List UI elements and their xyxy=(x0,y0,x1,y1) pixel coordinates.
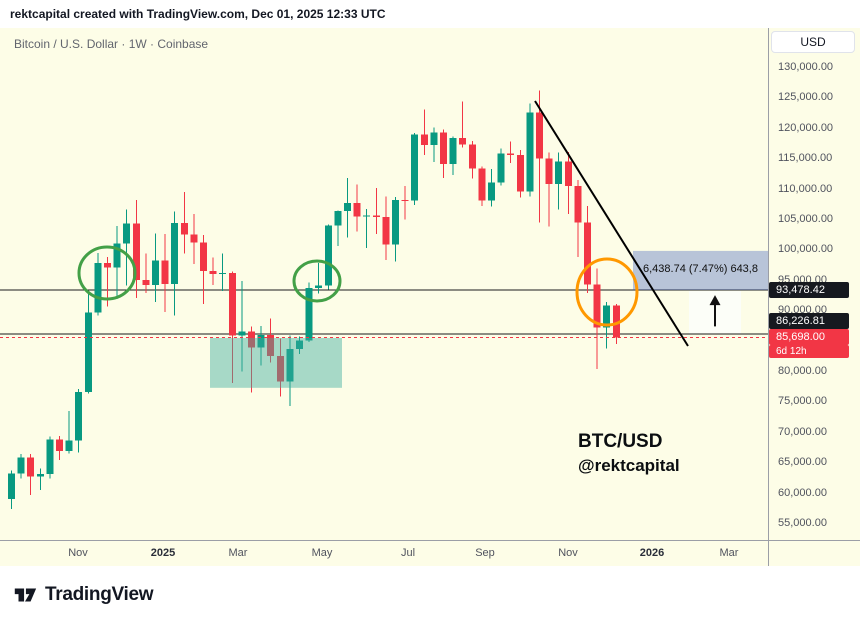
time-axis-label: 2025 xyxy=(150,547,176,559)
price-axis-label: 55,000.00 xyxy=(778,517,827,529)
time-axis-label: Mar xyxy=(228,547,248,559)
time-axis-label: Nov xyxy=(68,547,88,559)
up-arrow-head xyxy=(709,295,721,306)
measurement-label: 6,438.74 (7.47%) 643,8 xyxy=(643,263,758,275)
price-axis-label: 115,000.00 xyxy=(778,152,833,165)
watermark: BTC/USD @rektcapital xyxy=(578,430,680,477)
time-axis-label: Sep xyxy=(475,547,495,559)
orange-circle-annotation[interactable] xyxy=(575,257,639,327)
price-axis-label: 120,000.00 xyxy=(778,121,834,134)
chart-pane[interactable]: 6,438.74 (7.47%) 643,8 Bitcoin / U.S. Do… xyxy=(0,28,768,540)
attribution-bar: rektcapital created with TradingView.com… xyxy=(0,0,860,28)
price-axis-label: 75,000.00 xyxy=(778,395,827,408)
time-axis-label: Jul xyxy=(400,547,416,559)
chart-area: 6,438.74 (7.47%) 643,8 Bitcoin / U.S. Do… xyxy=(0,28,860,566)
price-axis-label: 65,000.00 xyxy=(778,456,827,469)
price-axis-label: 105,000.00 xyxy=(778,213,834,225)
candle-series[interactable] xyxy=(8,90,620,509)
time-axis-label: Mar xyxy=(719,547,739,559)
tradingview-logo-icon[interactable] xyxy=(12,582,38,608)
price-axis[interactable]: USD 93,478.42 86,226.81 85,698.00 6d 12h… xyxy=(768,28,860,540)
symbol-title: Bitcoin / U.S. Dollar · 1W · Coinbase xyxy=(14,37,209,51)
price-axis-label: 90,000.00 xyxy=(778,304,827,317)
time-axis-label: Nov xyxy=(558,547,578,559)
time-axis-label: 2026 xyxy=(639,547,665,559)
attribution-text: rektcapital created with TradingView.com… xyxy=(10,7,386,21)
price-axis-label: 70,000.00 xyxy=(778,425,827,438)
price-axis-label: 60,000.00 xyxy=(778,486,827,499)
candlestick-chart[interactable]: 6,438.74 (7.47%) 643,8 xyxy=(0,28,768,540)
watermark-symbol: BTC/USD xyxy=(578,431,663,452)
axis-separator-vertical xyxy=(768,28,769,566)
currency-button[interactable]: USD xyxy=(771,31,855,53)
price-level-badge: 86,226.81 xyxy=(769,313,849,330)
price-axis-label: 80,000.00 xyxy=(778,365,827,377)
countdown-badge: 6d 12h xyxy=(769,345,849,359)
measurement-box[interactable] xyxy=(633,250,768,291)
support-zone-box[interactable] xyxy=(210,337,342,388)
price-axis-label: 125,000.00 xyxy=(778,91,834,104)
price-axis-label: 130,000.00 xyxy=(778,61,834,73)
footer-bar: TradingView xyxy=(0,566,860,623)
tradingview-brand-text[interactable]: TradingView xyxy=(45,583,154,605)
time-axis[interactable]: Nov 2025 Mar May Jul Sep Nov 2026 Mar xyxy=(0,540,860,566)
price-axis-label: 110,000.00 xyxy=(778,182,833,195)
time-axis-label: May xyxy=(311,547,333,559)
price-level-badge: 93,478.42 xyxy=(769,282,849,299)
green-circle-1-annotation[interactable] xyxy=(77,245,137,301)
green-circle-2-annotation[interactable] xyxy=(292,259,342,303)
last-price-badge: 85,698.00 xyxy=(769,329,849,346)
downtrend-line[interactable] xyxy=(534,100,689,347)
watermark-handle: @rektcapital xyxy=(578,455,680,475)
price-axis-label: 100,000.00 xyxy=(778,243,834,256)
